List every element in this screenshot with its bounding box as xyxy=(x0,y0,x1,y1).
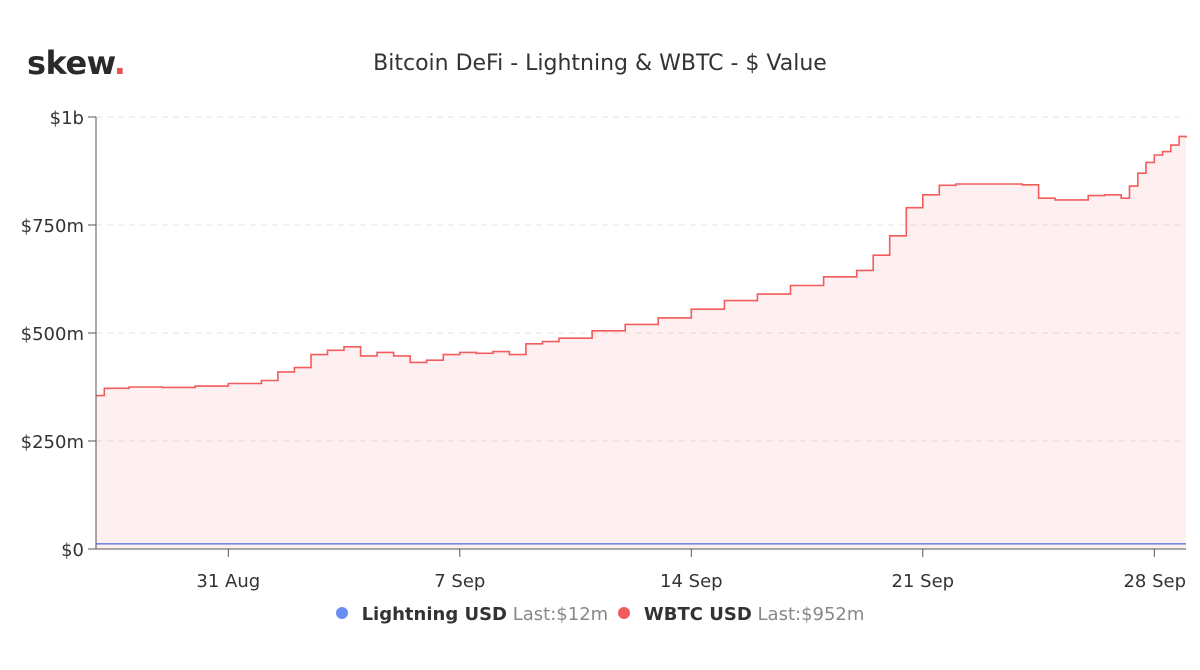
logo-text: skew xyxy=(27,44,114,82)
y-tick-label-3: $750m xyxy=(21,216,84,237)
legend-last-label-wbtc: Last: xyxy=(757,604,802,625)
legend-dot-lightning xyxy=(335,607,348,619)
series-line-1 xyxy=(96,135,1187,397)
area-chart: $0 $250m $500m $750m $1b 31 Aug 7 Sep 14 Sep 21 … xyxy=(21,108,1187,592)
y-tick-label-1: $250m xyxy=(21,432,84,453)
legend-name-lightning: Lightning USD xyxy=(361,604,507,625)
legend-last-label-lightning: Last: xyxy=(512,604,557,625)
y-tick-label-2: $500m xyxy=(21,324,84,345)
legend-item-lightning[interactable]: Lightning USD Last:$12m xyxy=(335,604,609,625)
x-tick-label-0: 31 Aug xyxy=(196,571,260,592)
x-tick-label-4: 28 Sep xyxy=(1123,571,1186,592)
skew-logo: skew. xyxy=(27,44,126,82)
x-tick-label-3: 21 Sep xyxy=(892,571,955,592)
series-area xyxy=(96,135,1187,549)
series-fill-1 xyxy=(96,136,1186,549)
axes xyxy=(88,116,1186,557)
tick-labels: $0 $250m $500m $750m $1b 31 Aug 7 Sep 14 Sep 21 … xyxy=(21,108,1186,592)
x-tick-label-1: 7 Sep xyxy=(434,571,485,592)
legend-last-value-lightning: $12m xyxy=(556,604,609,625)
legend-name-wbtc: WBTC USD xyxy=(643,604,752,625)
grid-lines xyxy=(96,116,1186,442)
x-tick-label-2: 14 Sep xyxy=(660,571,723,592)
logo-dot: . xyxy=(113,44,126,82)
y-tick-label-0: $0 xyxy=(61,540,84,561)
chart-legend: Lightning USD Last:$12m WBTC USD Last:$9… xyxy=(0,604,1200,625)
chart-title: Bitcoin DeFi - Lightning & WBTC - $ Valu… xyxy=(373,51,827,76)
legend-last-value-wbtc: $952m xyxy=(801,604,865,625)
legend-dot-wbtc xyxy=(617,607,630,619)
y-tick-label-4: $1b xyxy=(50,108,84,129)
legend-item-wbtc[interactable]: WBTC USD Last:$952m xyxy=(617,604,865,625)
